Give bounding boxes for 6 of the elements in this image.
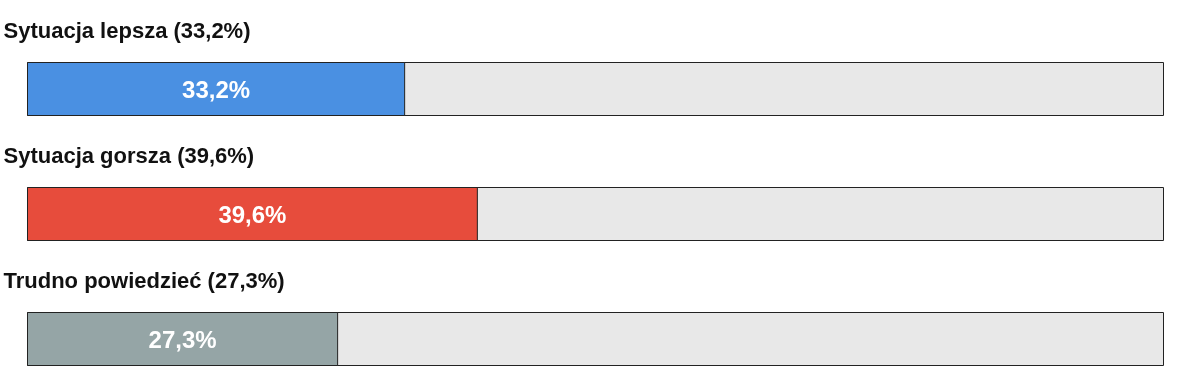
y-tick-label: Sytuacja lepsza (33,2%) [3,18,251,43]
y-tick-label: Sytuacja gorsza (39,6%) [3,143,255,168]
data-label: 33,2% [182,75,251,103]
data-label: 39,6% [218,200,287,228]
y-tick-label: Trudno powiedzieć (27,3%) [3,268,285,293]
data-label: 27,3% [148,325,217,353]
